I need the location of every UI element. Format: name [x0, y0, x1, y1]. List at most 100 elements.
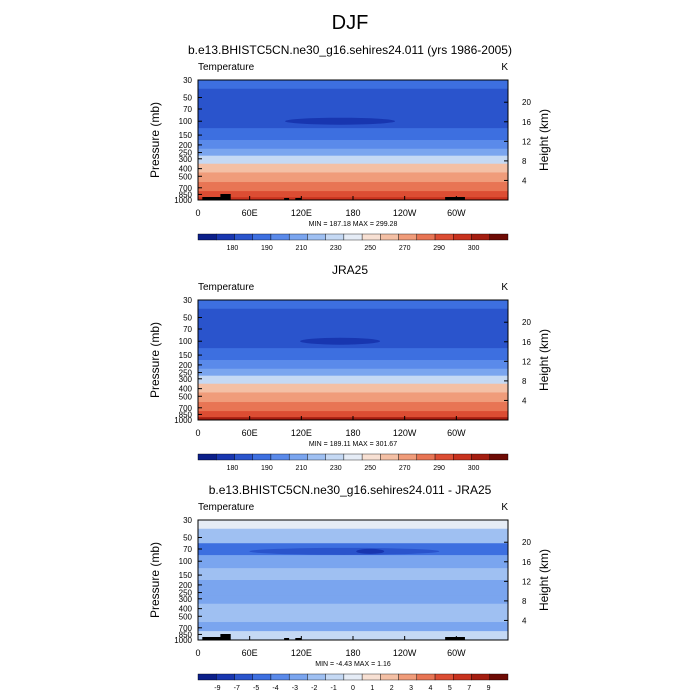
contour-band [198, 375, 508, 385]
contour-band [198, 348, 508, 361]
colorbar-cell [398, 453, 418, 461]
y-right-tick-label: 12 [522, 577, 531, 586]
topography [284, 638, 290, 640]
contour-band [198, 88, 508, 104]
contour-band [198, 411, 508, 418]
x-tick-label: 180 [345, 208, 360, 218]
y-right-tick-label: 20 [522, 98, 531, 107]
y-right-tick-label: 16 [522, 338, 531, 347]
y-tick-label: 700 [179, 404, 193, 413]
y-tick-label: 300 [179, 375, 193, 384]
colorbar-label: 230 [330, 465, 342, 472]
y-tick-label: 50 [183, 533, 192, 542]
y-tick-label: 1000 [174, 416, 192, 425]
y-tick-label: 50 [183, 313, 192, 322]
colorbar-label: 300 [468, 465, 480, 472]
colorbar-cell [380, 673, 399, 681]
y-tick-label: 100 [179, 557, 193, 566]
y-tick-label: 300 [179, 155, 193, 164]
y-tick-label: 400 [179, 385, 193, 394]
colorbar-label: 270 [399, 245, 411, 252]
units-label: K [501, 62, 508, 73]
colorbar-cell [489, 453, 509, 461]
y-tick-label: 700 [179, 624, 193, 633]
contour-band [198, 520, 508, 530]
y-tick-label: 70 [183, 545, 192, 554]
colorbar-cell [416, 453, 436, 461]
contour-band [198, 603, 508, 613]
colorbar-cell [343, 453, 363, 461]
contour-band [198, 595, 508, 605]
colorbar-cell [471, 673, 490, 681]
y-tick-label: 30 [183, 516, 192, 525]
colorbar-cell [234, 673, 253, 681]
colorbar-label: 230 [330, 245, 342, 252]
contour-band [198, 555, 508, 569]
x-tick-label: 0 [195, 208, 200, 218]
contour-band [198, 402, 508, 412]
colorbar-cell [307, 233, 326, 241]
colorbar-cell [197, 233, 217, 241]
colorbar-cell [252, 233, 272, 241]
y-right-tick-label: 20 [522, 318, 531, 327]
topography [202, 197, 224, 200]
colorbar-cell [325, 233, 345, 241]
colorbar-cell [197, 453, 217, 461]
y-tick-label: 700 [179, 184, 193, 193]
x-tick-label: 60E [242, 428, 258, 438]
colorbar-cell [453, 233, 472, 241]
colorbar-cell [288, 453, 308, 461]
contour-band [198, 191, 508, 198]
colorbar-cell [343, 673, 363, 681]
colorbar-label: 290 [433, 465, 445, 472]
colorbar-label: -7 [234, 685, 240, 692]
y-tick-label: 1000 [174, 636, 192, 645]
contour-band [198, 103, 508, 116]
colorbar-label: 210 [295, 245, 307, 252]
contour-band [198, 612, 508, 623]
y-tick-label: 30 [183, 296, 192, 305]
x-tick-label: 60E [242, 208, 258, 218]
x-tick-label: 60E [242, 648, 258, 658]
difference-contour [249, 547, 440, 555]
contour-band [198, 323, 508, 336]
colorbar-cell [288, 673, 308, 681]
y-right-tick-label: 20 [522, 538, 531, 547]
y-axis-title-right: Height (km) [537, 109, 551, 171]
contour-band [198, 300, 508, 310]
contour-band [198, 360, 508, 370]
topography [202, 637, 224, 640]
y-tick-label: 150 [179, 351, 193, 360]
colorbar-cell [307, 453, 326, 461]
colorbar-cell [307, 673, 326, 681]
y-tick-label: 400 [179, 605, 193, 614]
contour-band [198, 172, 508, 183]
topography [445, 637, 465, 640]
colorbar-cell [471, 453, 490, 461]
contour-band [198, 128, 508, 141]
contour-band [198, 383, 508, 393]
y-tick-label: 1000 [174, 196, 192, 205]
units-label: K [501, 502, 508, 513]
colorbar-cell [234, 233, 253, 241]
colorbar-cell [380, 453, 399, 461]
stats-label: MIN = -4.43 MAX = 1.16 [315, 661, 391, 668]
topography [220, 634, 231, 640]
variable-label: Temperature [198, 502, 255, 513]
contour-band [198, 368, 508, 377]
colorbar-label: 1 [370, 685, 374, 692]
colorbar-label: 300 [468, 245, 480, 252]
contour-band [198, 528, 508, 544]
colorbar-cell [416, 673, 436, 681]
stats-label: MIN = 187.18 MAX = 299.28 [309, 221, 398, 228]
page-title: DJF [331, 12, 369, 34]
contour-band [198, 163, 508, 173]
x-tick-label: 0 [195, 648, 200, 658]
y-tick-label: 30 [183, 76, 192, 85]
colorbar-cell [434, 453, 454, 461]
y-tick-label: 200 [179, 141, 193, 150]
colorbar-label: 190 [261, 465, 273, 472]
colorbar-label: 2 [390, 685, 394, 692]
variable-label: Temperature [198, 62, 255, 73]
